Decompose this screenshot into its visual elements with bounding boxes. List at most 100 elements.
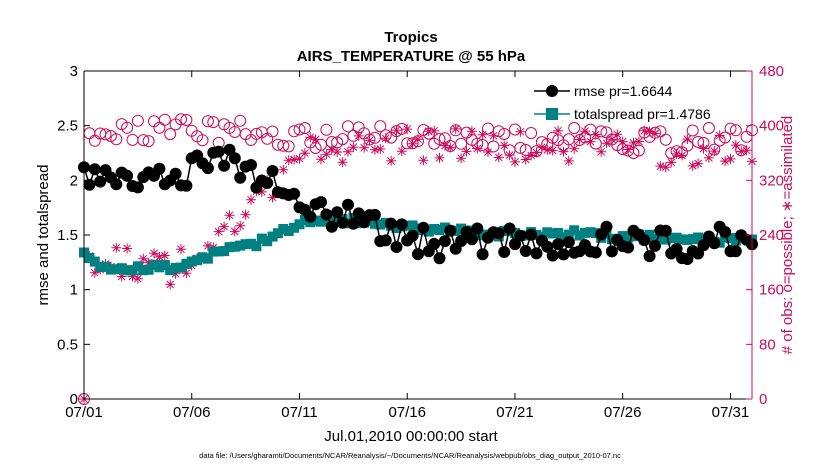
totalspread-point	[127, 265, 138, 276]
assimilated-obs-point	[235, 220, 246, 231]
assimilated-obs-point	[445, 142, 456, 153]
possible-obs-point	[83, 127, 96, 140]
chart-subtitle: AIRS_TEMPERATURE @ 55 hPa	[297, 48, 526, 65]
assimilated-obs-point	[407, 138, 418, 149]
totalspread-point	[149, 259, 159, 270]
totalspread-point	[100, 261, 111, 272]
rmse-point	[110, 178, 123, 191]
rmse-point	[600, 220, 613, 233]
assimilated-obs-point	[154, 252, 165, 262]
rmse-point	[218, 159, 231, 172]
possible-obs-point	[110, 133, 123, 146]
assimilated-obs-point	[472, 143, 483, 154]
assimilated-obs-point	[246, 194, 256, 205]
rmse-point	[390, 241, 403, 253]
assimilated-obs-point	[138, 253, 149, 264]
totalspread-point	[375, 219, 386, 230]
assimilated-obs-point	[89, 267, 100, 278]
assimilated-obs-point	[283, 155, 294, 166]
possible-obs-point	[659, 133, 672, 146]
plot-area	[78, 113, 758, 405]
y-tick-label-right: 0	[759, 391, 767, 408]
possible-obs-point	[525, 127, 538, 139]
assimilated-obs-point	[380, 133, 391, 144]
assimilated-obs-point	[176, 244, 186, 255]
rmse-point	[331, 206, 344, 219]
rmse-point	[315, 196, 327, 209]
totalspread-point	[132, 261, 143, 272]
possible-obs-point	[514, 141, 527, 154]
possible-obs-point	[482, 122, 494, 135]
assimilated-obs-point	[149, 248, 159, 259]
rmse-point	[169, 167, 182, 180]
possible-obs-point	[234, 114, 247, 127]
possible-obs-point	[142, 135, 155, 148]
assimilated-obs-point	[558, 146, 569, 157]
assimilated-obs-point	[633, 136, 644, 147]
totalspread-point	[219, 246, 230, 257]
assimilated-obs-point	[698, 143, 709, 154]
rmse-point	[438, 235, 451, 248]
assimilated-obs-point	[531, 147, 542, 158]
possible-obs-point	[201, 115, 214, 128]
rmse-point	[228, 152, 241, 165]
rmse-point	[417, 221, 430, 234]
totalspread-point	[202, 253, 213, 264]
possible-obs-point	[277, 139, 290, 152]
totalspread-point	[246, 238, 256, 249]
totalspread-point	[623, 232, 634, 243]
totalspread-point	[671, 232, 682, 243]
y-tick-label-right: 240	[759, 227, 784, 244]
rmse-point	[121, 169, 134, 182]
totalspread-point	[235, 240, 246, 251]
data-file-footnote: data file: /Users/gharamti/Documents/NCA…	[199, 451, 621, 460]
y-axis-label-left: rmse and totalspread	[35, 165, 52, 306]
rmse-point	[325, 220, 338, 233]
totalspread-point	[294, 219, 305, 230]
totalspread-point	[682, 234, 693, 245]
rmse-point	[476, 248, 489, 261]
assimilated-obs-point	[526, 150, 537, 161]
totalspread-point	[423, 226, 434, 237]
rmse-point	[131, 181, 144, 194]
rmse-point	[562, 236, 575, 249]
possible-obs-point	[137, 134, 150, 147]
rmse-point	[352, 207, 365, 220]
totalspread-point	[272, 228, 283, 239]
y-tick-label-right: 160	[759, 282, 784, 299]
rmse-point	[514, 229, 527, 242]
assimilated-obs-point	[369, 144, 380, 155]
assimilated-obs-point	[677, 150, 687, 161]
rmse-point	[455, 235, 468, 247]
totalspread-point	[472, 229, 483, 240]
assimilated-obs-point	[418, 155, 429, 166]
rmse-point	[552, 238, 565, 251]
totalspread-point	[251, 241, 262, 252]
rmse-point	[347, 217, 360, 230]
rmse-point	[234, 171, 247, 184]
assimilated-obs-point	[606, 134, 617, 145]
totalspread-point	[677, 234, 687, 245]
assimilated-obs-point	[375, 144, 386, 154]
assimilated-obs-point	[267, 192, 278, 203]
totalspread-point	[159, 260, 170, 270]
possible-obs-point	[498, 128, 511, 140]
totalspread-point	[176, 262, 186, 273]
assimilated-obs-point	[359, 142, 370, 153]
rmse-point	[670, 243, 683, 255]
assimilated-obs-point	[628, 137, 639, 148]
assimilated-obs-point	[343, 146, 353, 157]
rmse-point	[708, 237, 721, 250]
rmse-point	[94, 175, 107, 188]
assimilated-obs-point	[687, 160, 698, 171]
totalspread-point	[192, 255, 203, 266]
totalspread-point	[407, 220, 418, 231]
possible-obs-point	[692, 135, 705, 148]
assimilated-obs-point	[736, 146, 747, 157]
rmse-point	[649, 239, 661, 252]
totalspread-point	[105, 264, 116, 275]
totalspread-point	[644, 229, 655, 240]
rmse-point	[465, 233, 478, 246]
assimilated-obs-point	[423, 126, 434, 137]
